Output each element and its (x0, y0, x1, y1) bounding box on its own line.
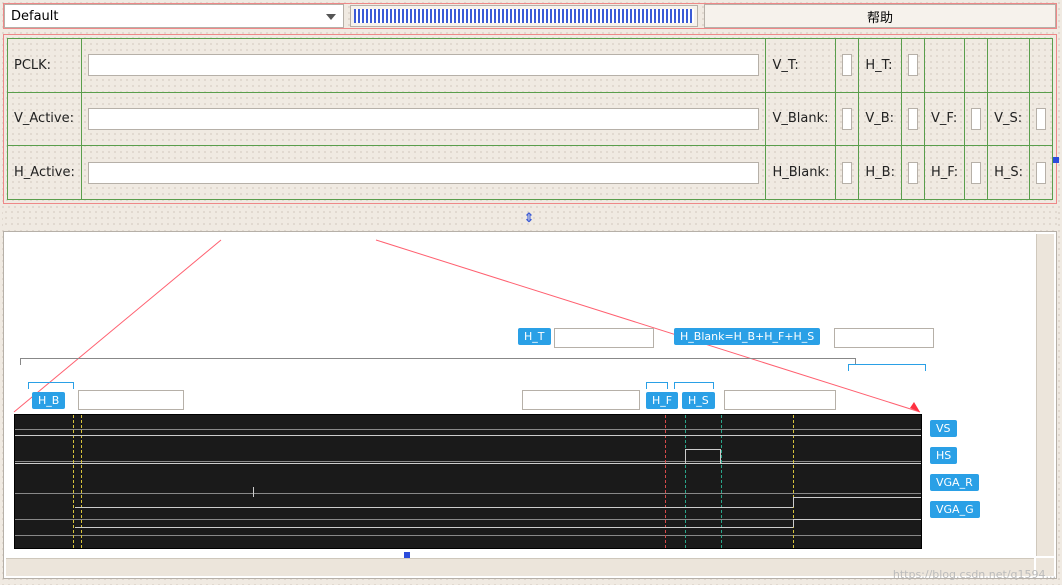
timing-form: PCLK: V_T: H_T: V_Active: V_Blank: V_B: … (3, 34, 1057, 204)
badge-h-s: H_S (682, 392, 715, 409)
brace-h-f (646, 382, 668, 388)
label-v-blank: V_Blank: (772, 111, 828, 126)
brace-h-blank (848, 364, 926, 370)
badge-h-t: H_T (518, 328, 551, 345)
label-h-t: H_T: (865, 58, 892, 73)
input-h-s[interactable] (1036, 162, 1046, 184)
badge-h-f: H_F (646, 392, 678, 409)
vertical-scrollbar[interactable] (1036, 234, 1054, 556)
input-h-active[interactable] (88, 162, 760, 184)
signal-vs: VS (930, 420, 957, 437)
selection-handle[interactable] (1053, 157, 1059, 163)
watermark: https://blog.csdn.net/q1594... (893, 568, 1056, 581)
brace-h-s (674, 382, 714, 388)
label-h-active: H_Active: (14, 165, 75, 180)
input-v-f[interactable] (971, 108, 981, 130)
designer-topbar: Default 帮助 (3, 3, 1057, 29)
timing-table: PCLK: V_T: H_T: V_Active: V_Blank: V_B: … (7, 38, 1053, 200)
waveform-view (14, 414, 922, 549)
badge-h-blank-eq: H_Blank=H_B+H_F+H_S (674, 328, 820, 345)
signal-hs: HS (930, 447, 957, 464)
label-v-t: V_T: (772, 58, 798, 73)
input-h-f[interactable] (971, 162, 981, 184)
input-v-blank[interactable] (842, 108, 852, 130)
timing-diagram-content: H_T H_Blank=H_B+H_F+H_S H_B H_F H_S VS H… (6, 234, 1034, 556)
input-h-t[interactable] (908, 54, 918, 76)
label-h-b: H_B: (865, 165, 895, 180)
input-h-blank[interactable] (842, 162, 852, 184)
valbox-h-s[interactable] (724, 390, 836, 410)
signal-labels: VS HS VGA_R VGA_G (930, 420, 1026, 528)
input-v-active[interactable] (88, 108, 760, 130)
signal-vga-r: VGA_R (930, 474, 979, 491)
horizontal-scrollbar[interactable] (6, 558, 1034, 576)
signal-vga-g: VGA_G (930, 501, 980, 518)
splitter-grip-icon: ⇕ (524, 211, 537, 226)
splitter[interactable]: ⇕ (3, 209, 1057, 227)
input-v-b[interactable] (908, 108, 918, 130)
brace-h-b (28, 382, 74, 388)
badge-h-b: H_B (32, 392, 65, 409)
chevron-down-icon (323, 9, 339, 25)
label-h-s: H_S: (994, 165, 1023, 180)
label-v-active: V_Active: (14, 111, 74, 126)
label-v-f: V_F: (931, 111, 957, 126)
input-pclk[interactable] (88, 54, 760, 76)
input-v-t[interactable] (842, 54, 852, 76)
timing-form-grid: PCLK: V_T: H_T: V_Active: V_Blank: V_B: … (7, 38, 1053, 200)
preset-combo-value: Default (11, 9, 59, 24)
valbox-mid[interactable] (522, 390, 640, 410)
input-v-s[interactable] (1036, 108, 1046, 130)
label-v-b: V_B: (865, 111, 894, 126)
progress-fill (354, 9, 694, 23)
progress-bar (350, 5, 698, 27)
label-pclk: PCLK: (14, 58, 51, 73)
label-h-f: H_F: (931, 165, 958, 180)
help-button-label: 帮助 (867, 7, 893, 26)
valbox-h-t[interactable] (554, 328, 654, 348)
valbox-h-b[interactable] (78, 390, 184, 410)
label-v-s: V_S: (994, 111, 1022, 126)
input-h-b[interactable] (908, 162, 918, 184)
valbox-h-blank[interactable] (834, 328, 934, 348)
label-h-blank: H_Blank: (772, 165, 829, 180)
timing-diagram-panel: H_T H_Blank=H_B+H_F+H_S H_B H_F H_S VS H… (3, 231, 1057, 579)
preset-combo[interactable]: Default (4, 4, 344, 28)
help-button[interactable]: 帮助 (704, 4, 1056, 28)
brace-h-t (20, 358, 856, 359)
